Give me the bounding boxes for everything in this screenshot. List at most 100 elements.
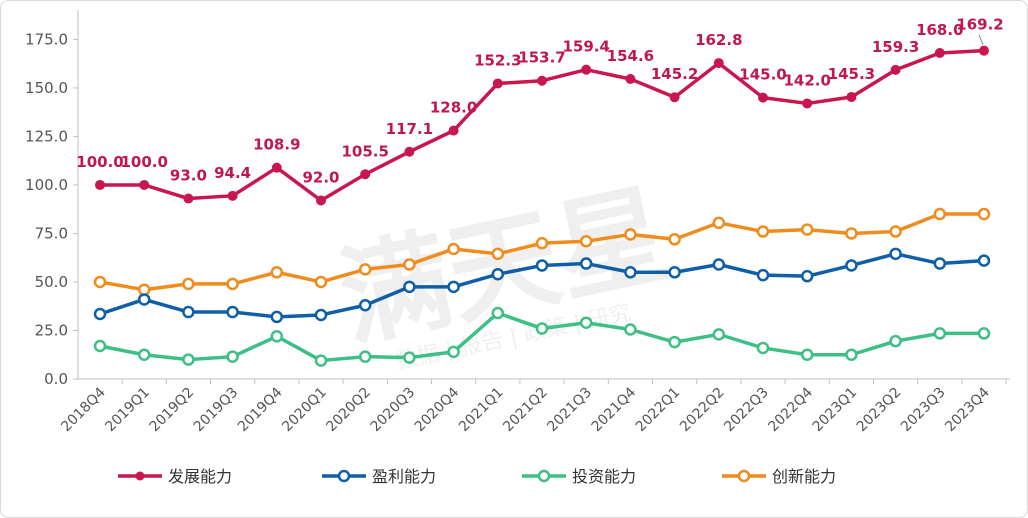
series-2	[93, 306, 991, 367]
data-label: 145.2	[651, 65, 698, 83]
data-point	[624, 323, 637, 336]
data-point	[535, 259, 549, 272]
legend-marker	[135, 471, 145, 481]
series-1	[93, 247, 991, 324]
data-point	[579, 234, 593, 248]
y-tick-label: 125.0	[25, 127, 68, 145]
data-point	[182, 277, 195, 291]
data-label: 108.9	[253, 136, 300, 154]
data-label: 100.0	[76, 153, 123, 171]
data-label: 152.3	[474, 51, 521, 69]
y-tick-label: 150.0	[25, 79, 68, 97]
data-point	[182, 353, 195, 366]
data-label: 94.4	[214, 164, 251, 182]
data-point	[668, 233, 681, 246]
data-point	[933, 207, 947, 221]
data-point	[447, 280, 460, 294]
data-point	[845, 348, 858, 361]
y-tick-label: 0.0	[44, 370, 68, 388]
data-point	[447, 345, 460, 359]
data-point	[139, 179, 150, 190]
data-point	[712, 258, 726, 271]
data-point	[316, 195, 326, 206]
data-point	[270, 266, 284, 279]
data-point	[800, 223, 814, 236]
data-label: 159.4	[562, 38, 609, 56]
data-point	[758, 92, 768, 103]
data-point	[314, 308, 328, 322]
legend-label: 投资能力	[572, 467, 636, 486]
data-point	[226, 277, 239, 291]
data-label: 100.0	[120, 153, 167, 171]
data-point	[889, 334, 902, 348]
data-point	[404, 146, 415, 157]
data-label: 128.0	[430, 99, 477, 117]
data-point	[979, 45, 989, 56]
legend-item-1: 盈利能力	[322, 467, 436, 486]
data-point	[226, 350, 239, 363]
label-leader-line	[978, 34, 984, 45]
data-point	[977, 254, 991, 267]
data-point	[846, 92, 857, 103]
legend-marker	[737, 469, 751, 483]
data-label: 145.0	[739, 66, 786, 84]
data-label: 168.0	[916, 21, 963, 39]
data-point	[95, 179, 105, 190]
data-point	[182, 305, 195, 319]
data-point	[358, 263, 372, 276]
data-point	[314, 354, 328, 367]
data-point	[447, 242, 460, 256]
data-point	[403, 351, 416, 364]
data-point	[226, 305, 239, 319]
data-point	[581, 64, 592, 75]
data-point	[890, 64, 901, 75]
data-label: 159.3	[872, 38, 919, 56]
data-label: 117.1	[386, 120, 433, 138]
data-point	[712, 328, 726, 341]
data-label: 92.0	[302, 168, 339, 186]
data-point	[933, 257, 947, 270]
data-point	[535, 236, 549, 250]
data-point	[491, 247, 505, 261]
data-point	[668, 335, 681, 349]
data-point	[579, 257, 593, 270]
legend: 发展能力 盈利能力 投资能力 创新能力	[118, 467, 836, 486]
legend-item-3: 创新能力	[722, 467, 836, 486]
data-point	[535, 322, 549, 335]
data-label: 154.6	[607, 47, 654, 65]
legend-item-2: 投资能力	[522, 467, 636, 486]
data-point	[889, 225, 902, 238]
data-point	[492, 78, 503, 89]
legend-label: 创新能力	[772, 467, 836, 486]
data-point	[183, 193, 194, 204]
data-point	[403, 280, 416, 294]
data-point	[624, 266, 637, 279]
data-label: 105.5	[341, 142, 388, 160]
y-tick-label: 100.0	[25, 176, 68, 194]
data-point	[625, 73, 636, 84]
data-point	[93, 339, 107, 353]
legend-item-0: 发展能力	[118, 467, 232, 486]
data-point	[271, 162, 282, 173]
data-point	[358, 350, 372, 363]
data-point	[845, 259, 858, 272]
data-point	[579, 316, 593, 329]
data-point	[360, 169, 371, 180]
legend-label: 盈利能力	[372, 467, 436, 486]
data-label: 153.7	[518, 49, 565, 67]
legend-label: 发展能力	[168, 467, 232, 486]
y-tick-label: 25.0	[35, 321, 68, 339]
y-tick-label: 75.0	[35, 224, 68, 242]
data-point	[227, 190, 238, 201]
data-point	[934, 47, 945, 58]
series-layer	[93, 45, 991, 367]
data-point	[756, 268, 770, 282]
legend-marker	[337, 469, 351, 483]
data-point	[845, 227, 858, 240]
data-point	[270, 310, 284, 324]
legend-marker	[537, 469, 551, 483]
data-point	[756, 225, 770, 238]
data-point	[537, 75, 547, 86]
data-point	[314, 275, 328, 289]
